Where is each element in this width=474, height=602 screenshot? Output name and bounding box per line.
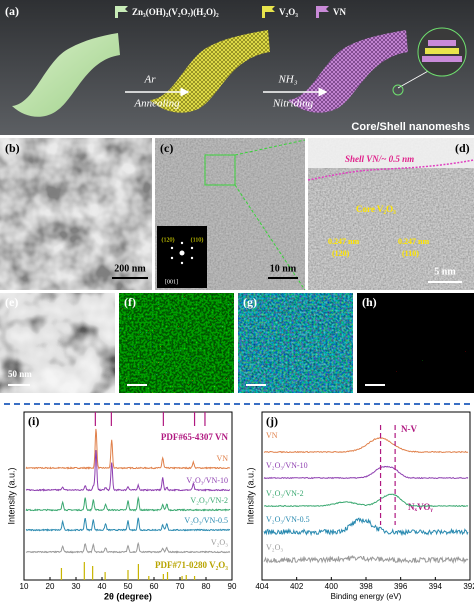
legend-icon <box>262 6 275 18</box>
spectrum-curve <box>263 554 469 564</box>
step-text: NH₃ <box>277 74 297 86</box>
legend-text: Zn₃(OH)₂(V₂O₇)(H₂O)₂ <box>132 7 219 17</box>
x-tick-label: 394 <box>429 582 443 591</box>
y-axis-label: Intensity (a.u.) <box>245 467 255 524</box>
fft-inset <box>157 226 207 288</box>
reference-label: PDF#71-0280 V₂O₃ <box>155 560 228 570</box>
reference-label: PDF#65-4307 VN <box>161 432 229 442</box>
series-label: VN <box>216 454 228 463</box>
series-label: V₂O₃/VN-0.5 <box>184 516 228 525</box>
panel-label: (g) <box>243 295 257 309</box>
series-label: V₂O₃/VN-0.5 <box>266 515 310 524</box>
legend-text: VN <box>333 7 346 17</box>
plane-label: (120) <box>332 249 350 258</box>
x-tick-label: 10 <box>20 582 29 591</box>
panel-label: (j) <box>266 414 278 428</box>
series-label: V₂O₃/VN-2 <box>266 489 304 498</box>
x-tick-label: 396 <box>394 582 408 591</box>
series-label: V₂O₃/VN-2 <box>190 496 228 505</box>
peak-label: N-V <box>401 424 417 434</box>
shell-label: Shell VN/~ 0.5 nm <box>345 154 414 164</box>
haadf-image <box>0 293 115 393</box>
spectrum-curve <box>25 428 231 470</box>
x-tick-label: 50 <box>124 582 133 591</box>
series-label: V₂O₃/VN-10 <box>266 461 308 470</box>
x-tick-label: 70 <box>176 582 185 591</box>
scale-label: 50 nm <box>8 369 32 379</box>
zoom-line <box>397 69 431 89</box>
scale-label: 5 nm <box>434 266 456 277</box>
x-tick-label: 60 <box>150 582 159 591</box>
map-v <box>119 293 234 393</box>
x-tick-label: 392 <box>463 582 474 591</box>
spectrum-curve <box>25 496 231 512</box>
x-tick-label: 404 <box>255 582 269 591</box>
peak-label: NₓVOᵧ <box>408 502 433 512</box>
y-axis-label: Intensity (a.u.) <box>6 467 16 524</box>
panel-label: (c) <box>160 141 173 155</box>
scale-label: 10 nm <box>270 263 297 274</box>
panel-label: (e) <box>5 295 18 309</box>
tem-image <box>0 138 152 290</box>
step-text: Annealing <box>133 98 180 110</box>
legend-icon <box>316 6 329 18</box>
fft-label: (120) <box>162 236 175 243</box>
map-o <box>238 293 353 393</box>
x-tick-label: 80 <box>202 582 211 591</box>
panel-label: (h) <box>362 295 377 309</box>
series-label: VN <box>266 431 278 440</box>
x-tick-label: 30 <box>72 582 81 591</box>
panel-label: (i) <box>28 414 39 428</box>
series-label: V₂O₃/VN-10 <box>186 476 228 485</box>
map-n <box>357 293 474 393</box>
sheet-precursor <box>12 33 120 117</box>
step-text: Ar <box>144 74 157 86</box>
series-label: V₂O₃ <box>266 543 283 552</box>
x-axis-label: Binding energy (eV) <box>331 592 402 601</box>
panel-label: (d) <box>455 141 470 155</box>
spectrum-curve <box>263 517 469 537</box>
panel-label: (f) <box>124 295 136 309</box>
series-label: V₂O₃ <box>211 538 228 547</box>
legend-text: V₂O₃ <box>279 7 298 17</box>
x-tick-label: 398 <box>359 582 373 591</box>
scale-label: 200 nm <box>114 263 146 274</box>
spectrum-curve <box>25 541 231 554</box>
spectrum-curve <box>263 493 469 508</box>
spectrum-curve <box>263 465 469 480</box>
x-tick-label: 90 <box>228 582 237 591</box>
fft-label: [001] <box>165 279 178 285</box>
zoom-circle <box>392 84 404 96</box>
plots: 10 20 30 40 50 60 70 80 90 404 402 400 398 396 394 392 V… <box>20 412 474 591</box>
shell-outline <box>307 159 474 181</box>
spectrum-curve <box>25 517 231 532</box>
spectrum-curve <box>25 450 231 492</box>
legend-icon <box>115 6 128 18</box>
step-text: Nitriding <box>272 98 314 110</box>
x-tick-label: 20 <box>46 582 55 591</box>
spacing-label: 0.247 nm <box>398 237 429 246</box>
core-label: Core V₂O₃ <box>356 204 396 214</box>
panel-label: (b) <box>5 141 20 155</box>
x-axis-label: 2θ (degree) <box>104 591 152 601</box>
zoom-box <box>204 154 236 186</box>
plane-label: (110) <box>402 249 419 258</box>
x-tick-label: 40 <box>98 582 107 591</box>
spacing-label: 0.247 nm <box>328 237 359 246</box>
x-tick-label: 402 <box>290 582 304 591</box>
x-tick-label: 400 <box>325 582 339 591</box>
caption: Core/Shell nanomeshs <box>351 121 470 133</box>
fft-label: (110) <box>191 236 204 243</box>
panel-label: (a) <box>5 4 19 18</box>
spectrum-curve <box>263 437 469 454</box>
